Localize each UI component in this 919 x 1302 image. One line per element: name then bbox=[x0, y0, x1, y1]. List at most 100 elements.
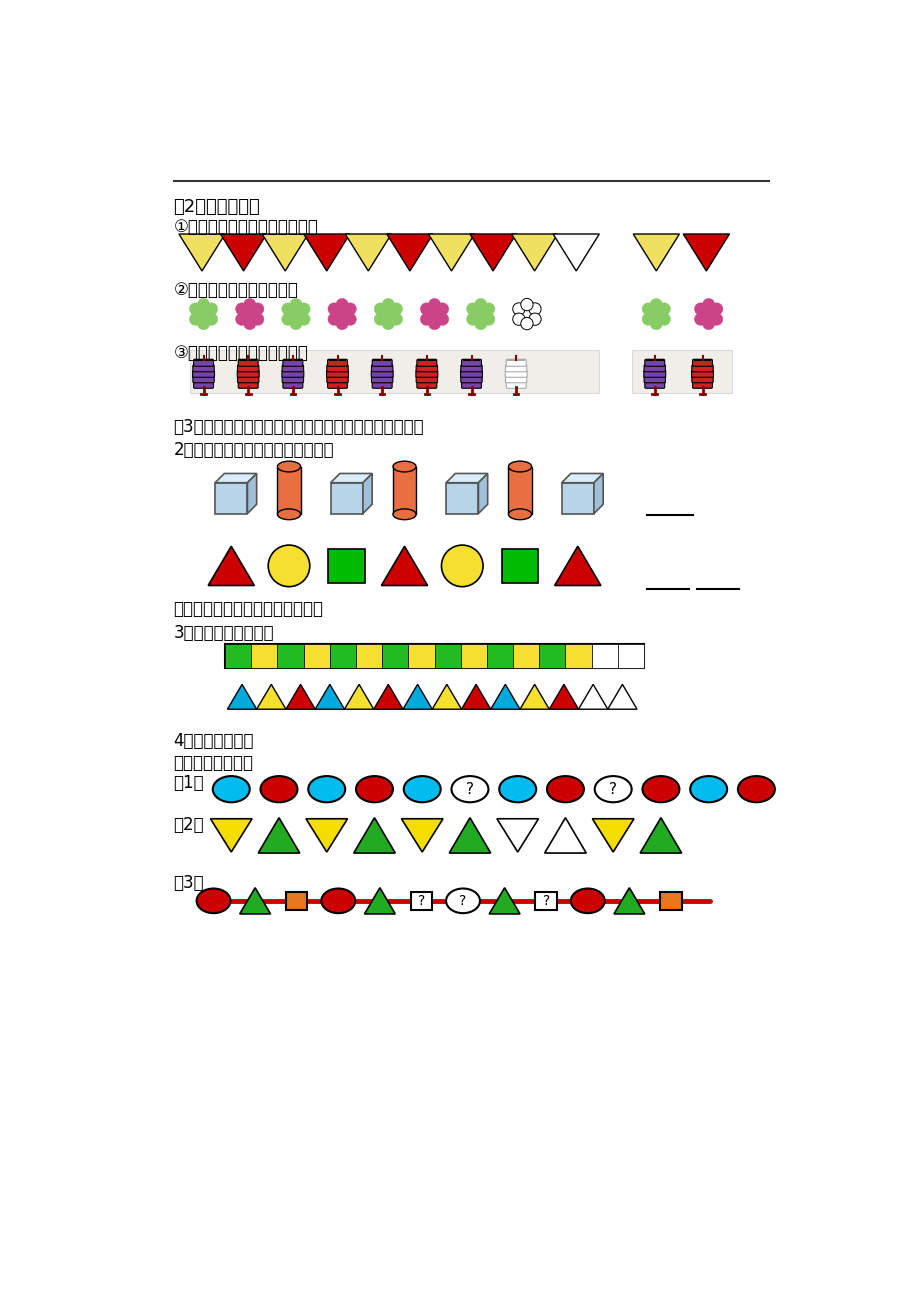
FancyBboxPatch shape bbox=[505, 365, 527, 372]
Bar bbox=[303, 643, 329, 668]
Text: （2）课件出示：: （2）课件出示： bbox=[174, 198, 260, 216]
Circle shape bbox=[198, 298, 210, 311]
Circle shape bbox=[482, 312, 494, 326]
Polygon shape bbox=[303, 234, 349, 271]
Bar bbox=[410, 892, 432, 910]
Ellipse shape bbox=[570, 888, 604, 913]
Bar bbox=[328, 548, 365, 583]
Polygon shape bbox=[286, 685, 315, 710]
Circle shape bbox=[335, 309, 348, 320]
FancyBboxPatch shape bbox=[238, 381, 258, 388]
Polygon shape bbox=[345, 234, 391, 271]
Polygon shape bbox=[262, 234, 308, 271]
Polygon shape bbox=[640, 818, 681, 853]
Polygon shape bbox=[561, 474, 603, 483]
Ellipse shape bbox=[499, 776, 536, 802]
Circle shape bbox=[289, 298, 301, 311]
Bar bbox=[513, 643, 539, 668]
Circle shape bbox=[252, 312, 264, 326]
Circle shape bbox=[428, 309, 440, 320]
Circle shape bbox=[420, 312, 432, 326]
FancyBboxPatch shape bbox=[505, 381, 526, 388]
Polygon shape bbox=[258, 818, 300, 853]
Bar bbox=[561, 483, 594, 513]
Polygon shape bbox=[221, 234, 267, 271]
FancyBboxPatch shape bbox=[372, 359, 391, 366]
Circle shape bbox=[482, 303, 494, 315]
FancyBboxPatch shape bbox=[237, 365, 258, 372]
FancyBboxPatch shape bbox=[644, 381, 664, 388]
FancyBboxPatch shape bbox=[282, 365, 303, 372]
Text: 同桌讨论后完成，课件验证订正。: 同桌讨论后完成，课件验证订正。 bbox=[174, 600, 323, 617]
Bar bbox=[631, 350, 731, 393]
FancyBboxPatch shape bbox=[460, 376, 482, 383]
Polygon shape bbox=[381, 547, 427, 586]
Circle shape bbox=[694, 303, 706, 315]
Circle shape bbox=[198, 318, 210, 329]
FancyBboxPatch shape bbox=[692, 359, 711, 366]
Polygon shape bbox=[240, 888, 270, 914]
Polygon shape bbox=[683, 234, 729, 271]
Bar bbox=[591, 643, 618, 668]
Polygon shape bbox=[403, 685, 432, 710]
Polygon shape bbox=[446, 474, 487, 483]
FancyBboxPatch shape bbox=[193, 365, 214, 372]
Bar bbox=[225, 643, 643, 668]
Bar bbox=[330, 483, 362, 513]
FancyBboxPatch shape bbox=[415, 365, 437, 372]
FancyBboxPatch shape bbox=[281, 370, 303, 378]
Polygon shape bbox=[256, 685, 286, 710]
Circle shape bbox=[650, 318, 662, 329]
Bar bbox=[215, 483, 247, 513]
Ellipse shape bbox=[641, 776, 678, 802]
Text: 3．教学例３涂一涂：: 3．教学例３涂一涂： bbox=[174, 624, 274, 642]
Ellipse shape bbox=[737, 776, 774, 802]
Circle shape bbox=[344, 312, 356, 326]
Circle shape bbox=[189, 312, 201, 326]
Polygon shape bbox=[364, 888, 395, 914]
Ellipse shape bbox=[392, 461, 415, 471]
Ellipse shape bbox=[278, 461, 301, 471]
Circle shape bbox=[650, 309, 662, 320]
Circle shape bbox=[702, 318, 714, 329]
Circle shape bbox=[235, 312, 247, 326]
Polygon shape bbox=[386, 234, 433, 271]
Polygon shape bbox=[215, 474, 256, 483]
Polygon shape bbox=[511, 234, 557, 271]
Circle shape bbox=[235, 303, 247, 315]
FancyBboxPatch shape bbox=[461, 381, 481, 388]
Circle shape bbox=[244, 298, 255, 311]
Circle shape bbox=[702, 298, 714, 311]
Bar bbox=[434, 643, 460, 668]
Circle shape bbox=[436, 312, 448, 326]
Circle shape bbox=[466, 303, 478, 315]
FancyBboxPatch shape bbox=[326, 376, 347, 383]
Circle shape bbox=[436, 303, 448, 315]
Text: ②下一朵花是什么颜色呢？: ②下一朵花是什么颜色呢？ bbox=[174, 281, 298, 299]
Ellipse shape bbox=[451, 776, 488, 802]
FancyBboxPatch shape bbox=[692, 381, 711, 388]
Text: （2）: （2） bbox=[174, 816, 204, 835]
Ellipse shape bbox=[278, 509, 301, 519]
Circle shape bbox=[281, 312, 294, 326]
Circle shape bbox=[335, 318, 348, 329]
Circle shape bbox=[474, 298, 486, 311]
Polygon shape bbox=[607, 685, 636, 710]
Polygon shape bbox=[554, 547, 600, 586]
Text: 2．教学例２摆一摆：（课件出示）: 2．教学例２摆一摆：（课件出示） bbox=[174, 441, 334, 460]
Text: ?: ? bbox=[465, 781, 473, 797]
Bar bbox=[190, 350, 598, 393]
Polygon shape bbox=[544, 818, 585, 853]
Text: ?: ? bbox=[608, 781, 617, 797]
Bar bbox=[486, 643, 513, 668]
Polygon shape bbox=[489, 888, 519, 914]
Polygon shape bbox=[306, 819, 347, 852]
FancyBboxPatch shape bbox=[460, 370, 482, 378]
Circle shape bbox=[189, 303, 201, 315]
Polygon shape bbox=[461, 685, 490, 710]
Bar bbox=[329, 643, 356, 668]
Circle shape bbox=[381, 318, 394, 329]
Polygon shape bbox=[632, 234, 678, 271]
FancyBboxPatch shape bbox=[643, 376, 664, 383]
Polygon shape bbox=[478, 474, 487, 513]
